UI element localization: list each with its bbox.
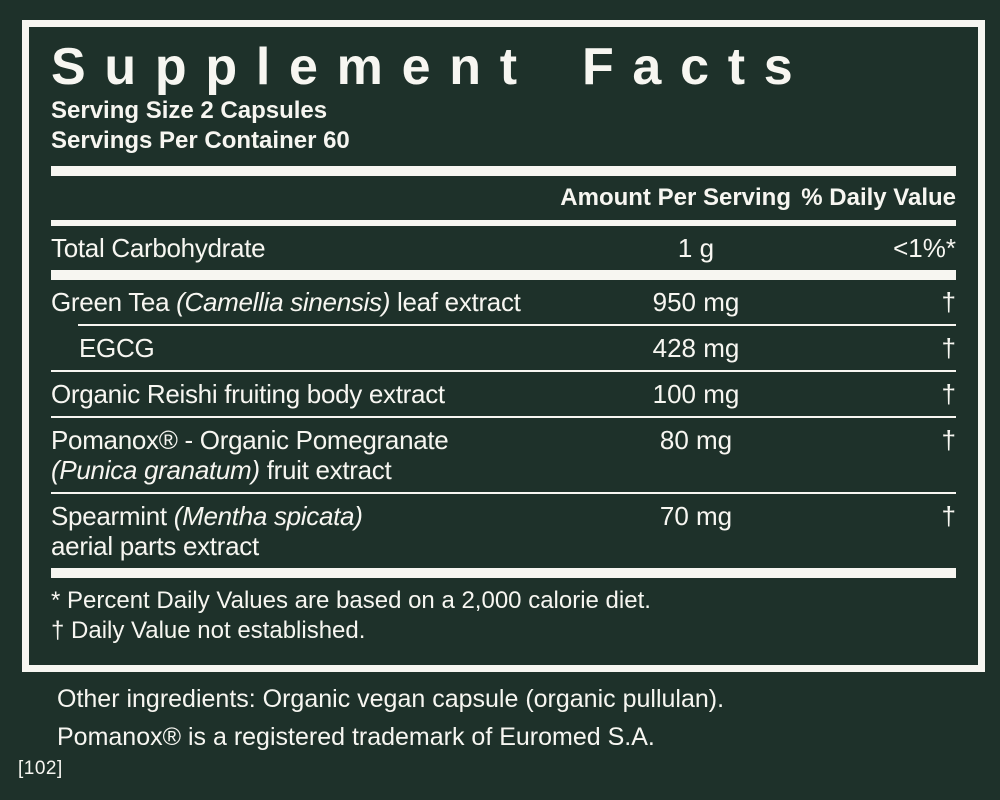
daily-value-column-header: % Daily Value: [801, 184, 956, 212]
amount-value: 80 mg: [659, 425, 733, 456]
medium-divider: [51, 220, 956, 227]
thick-divider: [51, 568, 956, 579]
servings-per-container: Servings Per Container 60: [51, 127, 350, 155]
ingredient-name: Organic Reishi fruiting body extract: [51, 379, 445, 410]
ingredient-name: EGCG: [79, 333, 155, 364]
table-row-green-tea: Green Tea (Camellia sinensis) leaf extra…: [51, 280, 956, 324]
amount-value: 950 mg: [652, 287, 740, 318]
corner-reference: [102]: [18, 758, 63, 779]
thin-divider: [51, 416, 956, 419]
trademark-note: Pomanox® is a registered trademark of Eu…: [57, 723, 655, 751]
ingredient-name: Pomanox® - Organic Pomegranate (Punica g…: [51, 425, 449, 486]
ingredient-name: Spearmint (Mentha spicata) aerial parts …: [51, 501, 363, 562]
thin-divider: [78, 324, 956, 327]
footnote-dv-not-established: † Daily Value not established.: [51, 617, 366, 645]
thin-divider: [51, 370, 956, 373]
table-row-spearmint: Spearmint (Mentha spicata) aerial parts …: [51, 494, 956, 568]
amount-value: 1 g: [677, 233, 715, 264]
daily-value: †: [941, 501, 956, 532]
amount-value: 70 mg: [659, 501, 733, 532]
daily-value: †: [941, 379, 956, 410]
below-panel-text: Other ingredients: Organic vegan capsule…: [57, 680, 724, 756]
daily-value: †: [941, 425, 956, 456]
ingredient-name: Green Tea (Camellia sinensis) leaf extra…: [51, 287, 521, 318]
table-row-reishi: Organic Reishi fruiting body extract 100…: [51, 372, 956, 416]
thin-divider: [51, 492, 956, 495]
amount-value: 100 mg: [652, 379, 740, 410]
thick-divider: [51, 166, 956, 177]
daily-value: <1%*: [893, 233, 956, 264]
table-row-total-carbohydrate: Total Carbohydrate 1 g <1%*: [51, 226, 956, 270]
table-row-pomanox: Pomanox® - Organic Pomegranate (Punica g…: [51, 418, 956, 492]
footnote-daily-value-basis: * Percent Daily Values are based on a 2,…: [51, 587, 651, 615]
other-ingredients: Other ingredients: Organic vegan capsule…: [57, 685, 725, 713]
footnotes: * Percent Daily Values are based on a 2,…: [51, 586, 956, 646]
daily-value: †: [941, 287, 956, 318]
supplement-facts-panel: Supplement Facts Serving Size 2 Capsules…: [22, 20, 985, 672]
table-row-egcg: EGCG 428 mg †: [51, 326, 956, 370]
daily-value: †: [941, 333, 956, 364]
serving-size: Serving Size 2 Capsules: [51, 97, 328, 125]
amount-value: 428 mg: [652, 333, 740, 364]
ingredient-name: Total Carbohydrate: [51, 233, 266, 264]
amount-column-header: Amount Per Serving: [560, 184, 791, 212]
panel-title: Supplement Facts: [51, 38, 812, 96]
thick-divider: [51, 270, 956, 281]
column-header-row: Amount Per Serving % Daily Value: [51, 176, 956, 220]
